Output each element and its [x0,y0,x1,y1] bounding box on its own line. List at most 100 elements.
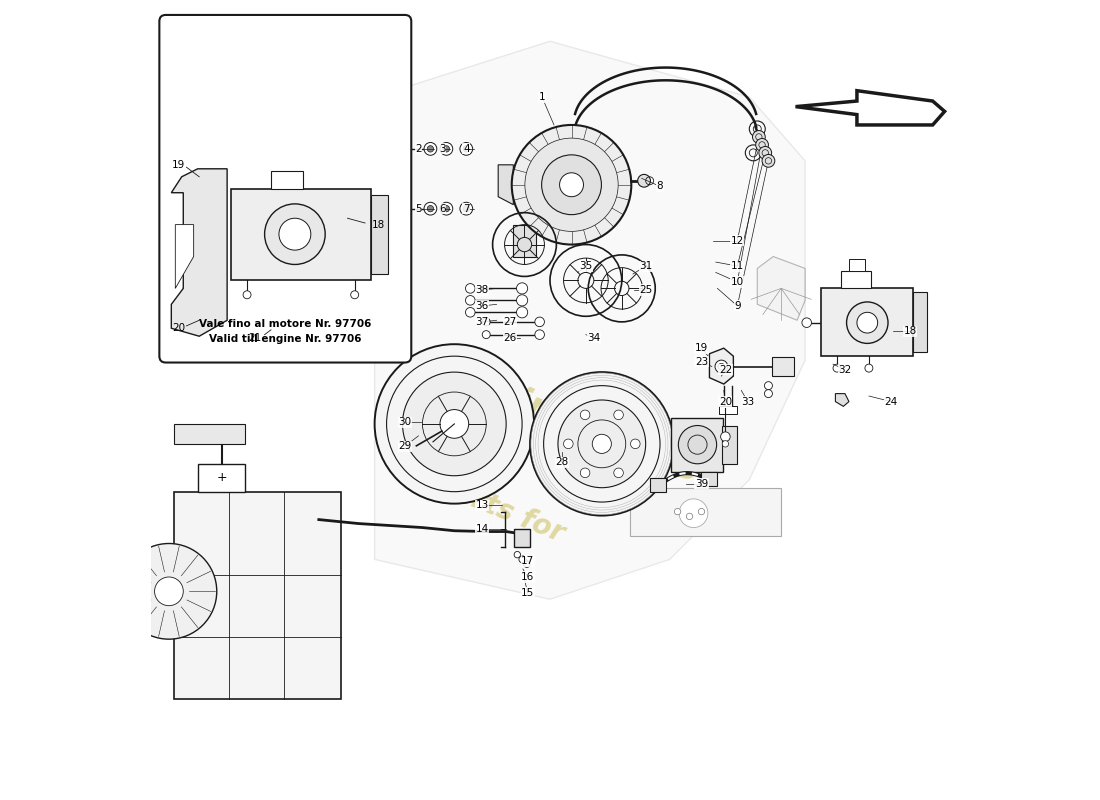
Text: 36: 36 [475,301,488,311]
Circle shape [519,556,526,562]
Circle shape [121,543,217,639]
Circle shape [857,312,878,333]
Text: 1: 1 [539,92,546,102]
Circle shape [524,561,530,567]
Text: 22: 22 [718,365,732,374]
Circle shape [752,130,766,143]
Circle shape [424,142,437,155]
Text: 18: 18 [904,326,917,337]
Circle shape [393,203,404,214]
Circle shape [762,154,774,167]
Circle shape [630,439,640,449]
Bar [771,357,794,376]
Circle shape [698,509,705,515]
Circle shape [535,317,544,326]
Circle shape [535,330,544,339]
Circle shape [517,283,528,294]
Circle shape [465,284,475,293]
Circle shape [440,202,453,215]
Circle shape [581,410,590,420]
Circle shape [482,330,491,338]
Text: 25: 25 [639,285,652,295]
Circle shape [465,295,475,305]
Text: Valid till engine Nr. 97706: Valid till engine Nr. 97706 [209,334,362,344]
Text: 29: 29 [398,442,411,451]
Bar [514,529,530,546]
Circle shape [679,426,716,464]
Circle shape [802,318,812,327]
Circle shape [351,290,359,298]
Text: 38: 38 [475,285,488,295]
Circle shape [517,294,528,306]
Bar [650,478,666,493]
Text: 18: 18 [372,220,385,230]
Circle shape [460,142,473,155]
Circle shape [279,218,311,250]
Bar [174,492,341,699]
Circle shape [440,142,453,155]
Bar [821,288,913,356]
Circle shape [443,206,450,212]
Circle shape [558,400,646,488]
Circle shape [403,372,506,476]
Circle shape [720,432,730,442]
Bar [271,171,303,189]
Text: 15: 15 [521,588,535,598]
Circle shape [443,146,450,152]
Circle shape [375,344,535,504]
Text: 19: 19 [695,343,708,353]
Circle shape [614,468,624,478]
Text: 35: 35 [580,261,593,271]
Circle shape [427,206,433,212]
Text: 21: 21 [249,333,262,343]
Text: 34: 34 [587,333,601,343]
Text: 8: 8 [657,182,663,191]
Bar [702,472,717,486]
Circle shape [265,204,326,265]
Circle shape [155,577,184,606]
Polygon shape [795,90,945,125]
Circle shape [530,372,673,515]
Bar [514,225,536,257]
Text: 27: 27 [504,317,517,327]
Circle shape [715,360,728,373]
Text: 4: 4 [463,144,470,154]
Text: 9: 9 [734,301,740,311]
Circle shape [759,146,771,159]
Bar [629,488,781,535]
Text: 3: 3 [439,144,446,154]
Polygon shape [710,348,734,384]
Circle shape [679,499,708,527]
Bar [231,189,371,281]
Text: since 1985: since 1985 [491,375,705,489]
Circle shape [833,364,842,372]
Circle shape [482,318,491,326]
Text: 32: 32 [838,365,851,374]
Text: a parts for: a parts for [405,460,568,547]
Text: 11: 11 [730,261,744,271]
Bar [198,464,245,492]
Circle shape [463,206,470,212]
Text: Vale fino al motore Nr. 97706: Vale fino al motore Nr. 97706 [199,319,372,330]
Circle shape [614,410,624,420]
Text: 12: 12 [730,235,744,246]
Circle shape [592,434,612,454]
Text: 19: 19 [172,160,185,170]
Text: 23: 23 [695,357,708,366]
Circle shape [243,290,251,298]
Circle shape [581,468,590,478]
Text: 31: 31 [639,261,652,271]
Bar [719,406,737,414]
Text: 20: 20 [172,323,185,334]
Bar [849,259,865,271]
Circle shape [514,551,520,558]
Bar [842,271,871,288]
Text: 37: 37 [475,317,488,327]
Circle shape [847,302,888,343]
Circle shape [638,174,650,187]
Text: 7: 7 [463,204,470,214]
Text: 17: 17 [521,556,535,566]
Text: 14: 14 [475,524,488,534]
Circle shape [465,307,475,317]
Bar [371,195,388,274]
